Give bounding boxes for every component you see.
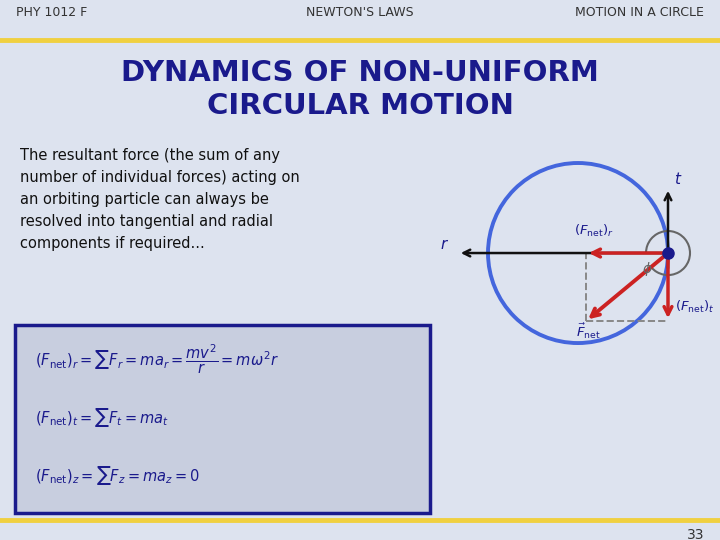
Text: $\phi$: $\phi$ bbox=[642, 260, 653, 278]
Text: $\left(F_{\rm net}\right)_t = \sum F_t = ma_t$: $\left(F_{\rm net}\right)_t = \sum F_t =… bbox=[35, 406, 169, 429]
Text: MOTION IN A CIRCLE: MOTION IN A CIRCLE bbox=[575, 6, 704, 19]
Text: resolved into tangential and radial: resolved into tangential and radial bbox=[20, 214, 273, 229]
FancyBboxPatch shape bbox=[15, 325, 430, 513]
Text: $t$: $t$ bbox=[674, 171, 683, 187]
Text: NEWTON'S LAWS: NEWTON'S LAWS bbox=[306, 6, 414, 19]
Text: $\vec{F}_{\rm net}$: $\vec{F}_{\rm net}$ bbox=[576, 322, 600, 341]
Text: an orbiting particle can always be: an orbiting particle can always be bbox=[20, 192, 269, 207]
Text: $r$: $r$ bbox=[440, 237, 449, 252]
Text: The resultant force (the sum of any: The resultant force (the sum of any bbox=[20, 148, 280, 163]
Text: PHY 1012 F: PHY 1012 F bbox=[16, 6, 87, 19]
Text: $(F_{\rm net})_r$: $(F_{\rm net})_r$ bbox=[574, 223, 614, 239]
Text: $(F_{\rm net})_t$: $(F_{\rm net})_t$ bbox=[675, 299, 714, 315]
Text: DYNAMICS OF NON-UNIFORM
CIRCULAR MOTION: DYNAMICS OF NON-UNIFORM CIRCULAR MOTION bbox=[121, 59, 599, 120]
Text: 33: 33 bbox=[687, 528, 704, 540]
Text: $\left(F_{\rm net}\right)_r = \sum F_r = ma_r = \dfrac{mv^2}{r} = m\omega^2 r$: $\left(F_{\rm net}\right)_r = \sum F_r =… bbox=[35, 342, 279, 376]
Text: components if required...: components if required... bbox=[20, 236, 204, 251]
Text: number of individual forces) acting on: number of individual forces) acting on bbox=[20, 170, 300, 185]
Text: $\left(F_{\rm net}\right)_z = \sum F_z = ma_z = 0$: $\left(F_{\rm net}\right)_z = \sum F_z =… bbox=[35, 463, 199, 487]
